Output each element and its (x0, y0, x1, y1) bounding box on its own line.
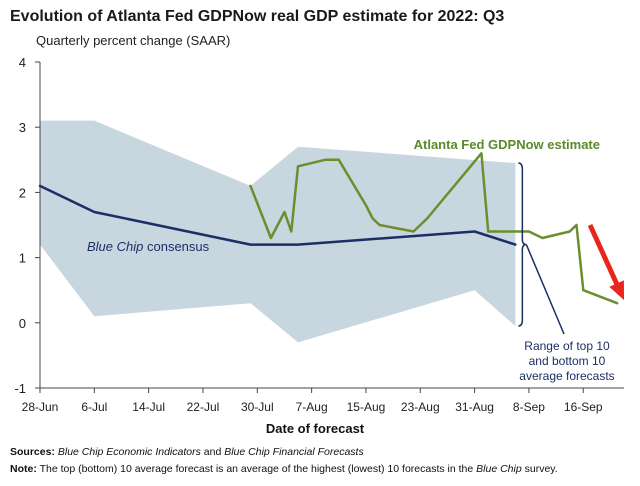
x-tick-label: 15-Aug (347, 400, 386, 414)
note-text-2: Blue Chip (476, 463, 522, 475)
blue-chip-annotation-italic: Blue Chip (87, 239, 143, 254)
note-text-3: survey. (521, 463, 558, 475)
x-tick-label: 7-Aug (296, 400, 328, 414)
x-tick-label: 14-Jul (132, 400, 165, 414)
range-annotation-line: and bottom 10 (529, 354, 606, 368)
y-tick-label: 2 (19, 185, 26, 200)
footnote: Note: The top (bottom) 10 average foreca… (10, 463, 558, 475)
range-annotation-line: average forecasts (519, 369, 614, 383)
x-tick-label: 23-Aug (401, 400, 440, 414)
sources-text-3: Blue Chip Financial Forecasts (224, 446, 364, 458)
blue-chip-annotation-rest: consensus (143, 239, 209, 254)
x-tick-label: 16-Sep (564, 400, 603, 414)
x-axis-title-text: Date of forecast (265, 421, 365, 436)
down-trend-arrow (587, 224, 624, 300)
y-tick-label: -1 (14, 381, 26, 396)
sources-text-1: Blue Chip Economic Indicators (57, 446, 201, 458)
gdpnow-estimate-line (249, 152, 619, 305)
x-tick-label: 6-Jul (81, 400, 107, 414)
range-band-area (40, 120, 516, 343)
blue-chip-annotation: Blue Chip consensus (87, 239, 210, 254)
y-tick-label: 1 (19, 251, 26, 266)
range-bracket (518, 162, 527, 327)
blue-chip-consensus-line (38, 184, 517, 246)
chart-subtitle: Quarterly percent change (SAAR) (36, 33, 231, 48)
x-tick-label: 30-Jul (241, 400, 274, 414)
sources-label: Sources: (10, 446, 55, 458)
chart-title: Evolution of Atlanta Fed GDPNow real GDP… (10, 8, 505, 25)
y-tick-label: 0 (19, 316, 26, 331)
note-text-1: The top (bottom) 10 average forecast is … (36, 463, 477, 475)
x-tick-label: 28-Jun (22, 400, 59, 414)
sources-text-2: and (200, 446, 225, 458)
y-tick-label: 3 (19, 120, 26, 135)
range-annotation-line: Range of top 10 (524, 339, 610, 353)
range-leader-line (525, 244, 565, 335)
note-label: Note: (10, 463, 37, 475)
gdpnow-annotation: Atlanta Fed GDPNow estimate (414, 137, 600, 152)
x-tick-label: 8-Sep (513, 400, 545, 414)
y-tick-label: 4 (19, 55, 26, 70)
x-axis-title: Date of forecast (0, 421, 640, 436)
x-tick-label: 22-Jul (187, 400, 220, 414)
x-tick-label: 31-Aug (455, 400, 494, 414)
sources-note: Sources: Blue Chip Economic Indicators a… (10, 446, 364, 458)
